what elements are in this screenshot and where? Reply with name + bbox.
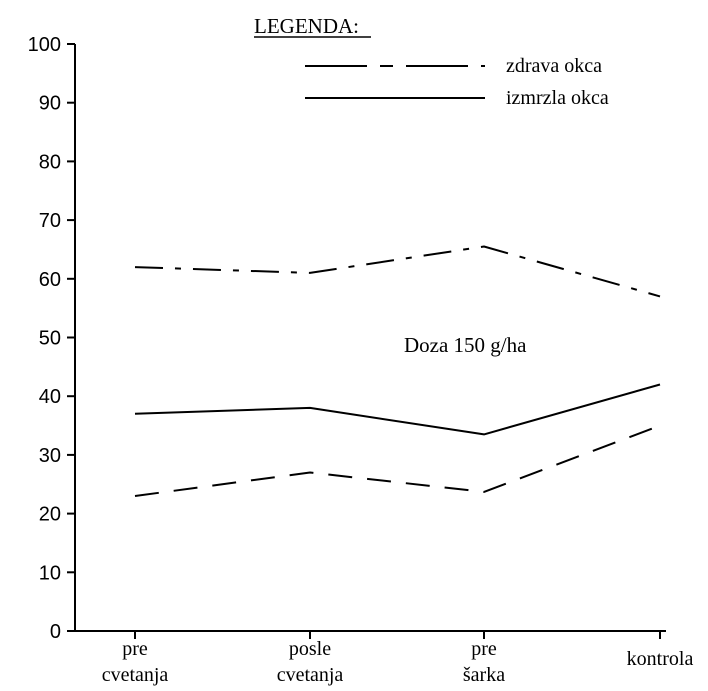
y-tick-label: 30 <box>39 445 61 467</box>
y-tick-label: 0 <box>50 621 61 643</box>
legend-label-izmrzla-okca: izmrzla okca <box>506 87 609 109</box>
x-ticks: pre cvetanja posle cvetanja pre šarka kontrola <box>102 631 694 686</box>
x-tick-label: kontrola <box>627 648 694 670</box>
series-line-dashed <box>134 424 661 497</box>
y-ticks: 0 10 20 30 40 50 60 70 80 90 100 <box>28 34 75 643</box>
x-tick-label: posle cvetanja <box>277 638 344 686</box>
y-tick-label: 40 <box>39 386 61 408</box>
y-tick-label: 80 <box>39 151 61 173</box>
series-line-solid <box>134 383 661 436</box>
y-tick-label: 100 <box>28 34 61 56</box>
y-tick-label: 50 <box>39 328 61 350</box>
y-tick-label: 10 <box>39 562 61 584</box>
x-tick-label: pre šarka <box>463 638 505 686</box>
x-tick-label: pre cvetanja <box>102 638 169 686</box>
legend-title: LEGENDA: <box>254 14 359 38</box>
y-tick-label: 90 <box>39 93 61 115</box>
y-tick-label: 60 <box>39 269 61 291</box>
legend: LEGENDA: zdrava okca izmrzla okca <box>254 14 609 109</box>
axes <box>74 44 666 632</box>
y-tick-label: 20 <box>39 504 61 526</box>
dose-annotation: Doza 150 g/ha <box>404 333 527 357</box>
y-tick-label: 70 <box>39 210 61 232</box>
series-layer <box>134 245 661 497</box>
series-line-dash-dot <box>134 245 661 298</box>
legend-label-zdrava-okca: zdrava okca <box>506 55 602 77</box>
